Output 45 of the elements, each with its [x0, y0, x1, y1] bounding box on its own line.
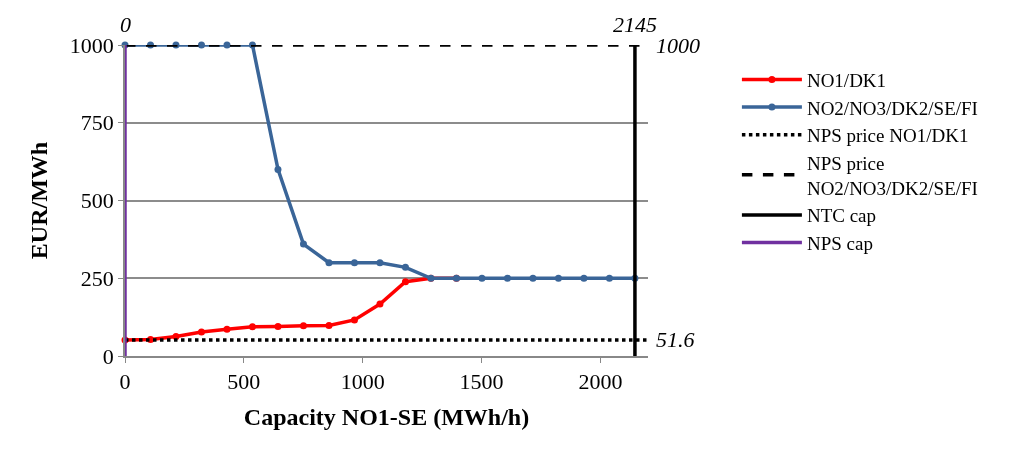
y-tick-label: 500 [80, 188, 114, 214]
point [503, 274, 511, 282]
legend-label: NO1/DK1 [806, 69, 887, 91]
x-tick-label: 2000 [578, 369, 623, 395]
point [580, 274, 588, 282]
y-tick-label: 750 [80, 110, 114, 136]
point [223, 41, 231, 49]
point [401, 278, 409, 286]
point [401, 263, 409, 271]
annotation: 1000 [656, 33, 700, 58]
point [223, 325, 231, 333]
x-tick-label: 0 [119, 369, 131, 395]
point [554, 274, 562, 282]
y-tick-label: 1000 [69, 32, 114, 58]
point [197, 41, 205, 49]
point [350, 316, 358, 324]
legend-label: NO2/NO3/DK2/SE/FI [806, 97, 978, 119]
y-axis-title: EUR/MWh [26, 141, 53, 260]
legend-label: NPS price NO1/DK1 [806, 125, 969, 147]
x-tick-label: 1000 [340, 369, 385, 395]
annotation: 51.6 [656, 327, 695, 352]
point [197, 328, 205, 336]
point [376, 300, 384, 308]
point [325, 322, 333, 330]
legend-label: NTC cap [806, 205, 877, 227]
point [478, 274, 486, 282]
point [248, 323, 256, 331]
x-tick-label: 1500 [459, 369, 504, 395]
legend-label: NPS cap [806, 233, 873, 255]
point [299, 240, 307, 248]
x-axis-title: Capacity NO1-SE (MWh/h) [243, 403, 530, 430]
point [299, 322, 307, 330]
point [529, 274, 537, 282]
annotation: 2145 [613, 12, 657, 37]
point [376, 259, 384, 267]
annotation: 0 [120, 12, 131, 37]
legend-label: NPS price NO2/NO3/DK2/SE/FI [806, 152, 978, 199]
x-tick-label: 500 [227, 369, 261, 395]
y-tick-label: 250 [80, 265, 114, 291]
point [274, 322, 282, 330]
point [274, 165, 282, 173]
point [605, 274, 613, 282]
y-tick-label: 0 [102, 343, 114, 369]
point [325, 259, 333, 267]
point [350, 259, 358, 267]
